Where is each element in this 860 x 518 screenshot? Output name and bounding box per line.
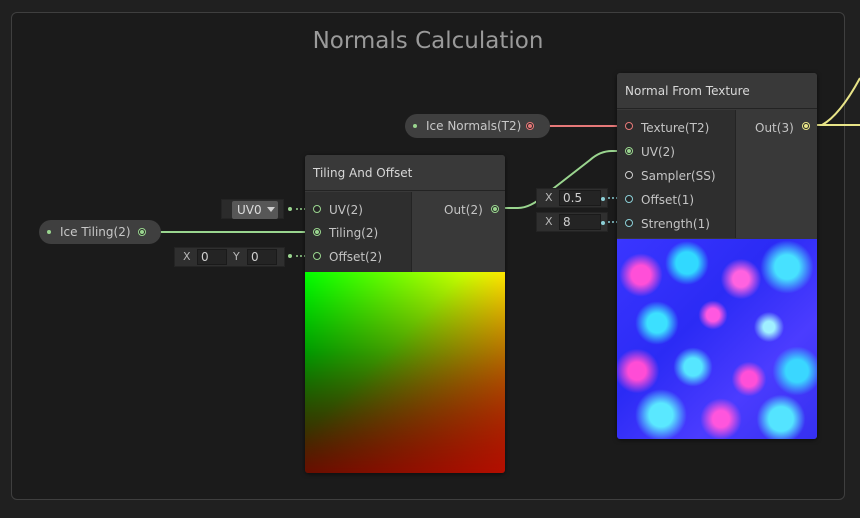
node-inputs-panel: Texture(T2) UV(2) Sampler(SS) Offset(1) … [617, 110, 736, 238]
normal-map-preview-image [617, 239, 817, 439]
sampler-input-label: Sampler(SS) [641, 169, 716, 183]
out-output-label: Out(2) [444, 203, 483, 217]
node-title[interactable]: Tiling And Offset [305, 155, 505, 191]
node-inputs-panel: UV(2) Tiling(2) Offset(2) [305, 192, 412, 272]
offset-y-axis-label: Y [233, 250, 240, 263]
texture-input-label: Texture(T2) [641, 121, 710, 135]
uv-input-label: UV(2) [329, 203, 363, 217]
ice-normals-output-port[interactable] [526, 122, 534, 130]
normal-strength-connector-dot [601, 221, 605, 225]
property-node-ice-tiling[interactable]: Ice Tiling(2) [39, 220, 161, 244]
node-outputs-panel: Out(2) [412, 192, 505, 272]
uv-input-port[interactable] [313, 205, 321, 213]
strength-x-axis-label: X [545, 215, 553, 228]
sampler-input-port[interactable] [625, 171, 633, 179]
uv-channel-value: UV0 [237, 203, 262, 217]
tiling-input-label: Tiling(2) [329, 226, 379, 240]
node-title[interactable]: Normal From Texture [617, 73, 817, 109]
offset-input-port[interactable] [625, 195, 633, 203]
offset-field-connector-dot [288, 254, 292, 258]
property-label: Ice Normals(T2) [426, 119, 522, 133]
tiling-input-port[interactable] [313, 228, 321, 236]
strength-input-port[interactable] [625, 219, 633, 227]
offset-x-axis-label: X [545, 191, 553, 204]
offset-input-port[interactable] [313, 252, 321, 260]
offset-x-axis-label: X [183, 250, 191, 263]
group-title[interactable]: Normals Calculation [312, 28, 544, 54]
normal-offset-field: X 0.5 [536, 188, 608, 208]
property-indicator-dot [47, 230, 51, 234]
normal-from-texture-node[interactable]: Normal From Texture Texture(T2) UV(2) Sa… [617, 73, 817, 439]
tiling-preview-image [305, 272, 505, 473]
uv-channel-dropdown[interactable]: UV0 [232, 201, 278, 219]
offset-value-input[interactable]: 0.5 [559, 190, 601, 206]
property-indicator-dot [413, 124, 417, 128]
property-node-ice-normals[interactable]: Ice Normals(T2) [405, 114, 550, 138]
out-output-label: Out(3) [755, 121, 794, 135]
offset-input-label: Offset(2) [329, 250, 383, 264]
uv-input-label: UV(2) [641, 145, 675, 159]
strength-value-input[interactable]: 8 [559, 214, 601, 230]
out-output-port[interactable] [491, 205, 499, 213]
offset-x-input[interactable]: 0 [197, 249, 227, 265]
texture-input-port[interactable] [625, 122, 633, 130]
normal-offset-connector-dot [601, 197, 605, 201]
tiling-offset-field: X 0 Y 0 [174, 247, 285, 267]
property-label: Ice Tiling(2) [60, 225, 131, 239]
offset-y-input[interactable]: 0 [247, 249, 277, 265]
uv-channel-field: UV0 [221, 199, 284, 219]
offset-input-label: Offset(1) [641, 193, 695, 207]
out-output-port[interactable] [802, 122, 810, 130]
uv-field-connector-dot [288, 207, 292, 211]
strength-input-label: Strength(1) [641, 217, 710, 231]
normal-strength-field: X 8 [536, 212, 608, 232]
uv-input-port[interactable] [625, 147, 633, 155]
ice-tiling-output-port[interactable] [138, 228, 146, 236]
tiling-and-offset-node[interactable]: Tiling And Offset UV(2) Tiling(2) Offset… [305, 155, 505, 473]
chevron-down-icon [267, 207, 275, 212]
node-outputs-panel: Out(3) [736, 110, 817, 238]
